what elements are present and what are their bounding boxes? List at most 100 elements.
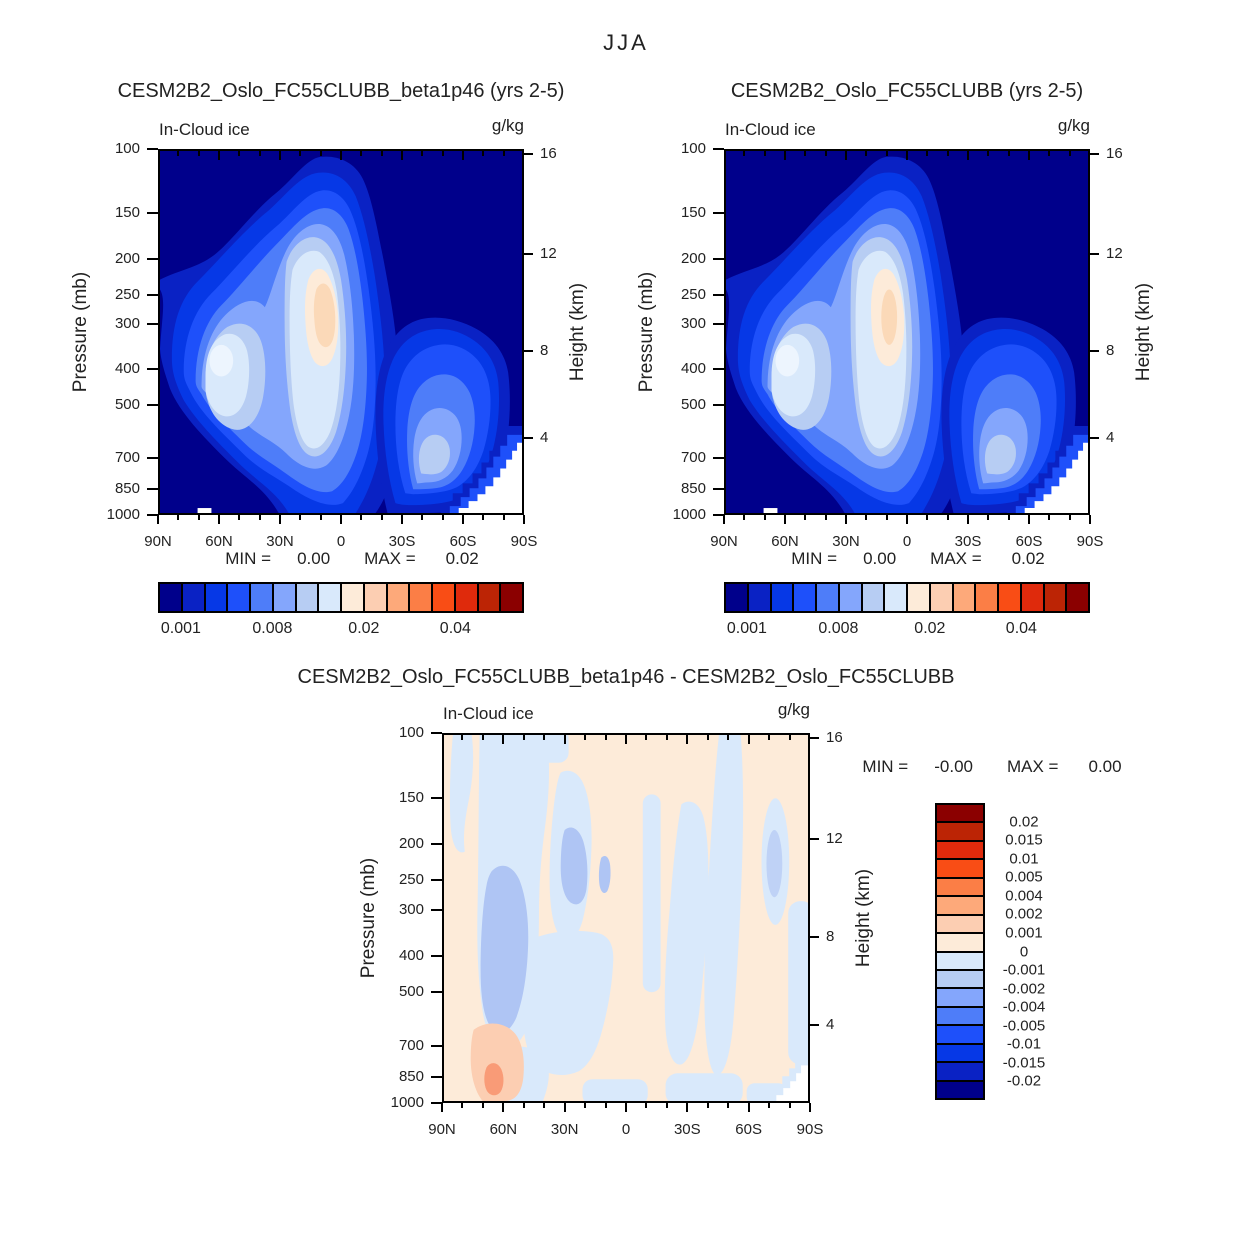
lat-bottom-tick xyxy=(197,515,200,520)
colorbar-tick-label: 0.005 xyxy=(1005,868,1043,886)
units-label-top-left: g/kg xyxy=(491,116,524,135)
pressure-tick xyxy=(713,293,724,296)
max-label: MAX = xyxy=(364,549,416,568)
pressure-tick-label: 250 xyxy=(680,285,706,303)
pressure-tick xyxy=(713,403,724,406)
lat-bottom-tick xyxy=(987,515,990,520)
max-label: MAX = xyxy=(930,549,982,568)
colorbar-cell xyxy=(228,584,251,611)
colorbar-horizontal xyxy=(158,582,524,613)
pressure-axis-label-top-right: Pressure (mb) xyxy=(636,271,657,393)
units-label-top-right: g/kg xyxy=(1057,116,1090,135)
stats-difference: MIN = -0.00 MAX = 0.00 xyxy=(862,757,1121,777)
height-tick-label: 16 xyxy=(1106,144,1123,162)
colorbar-vertical xyxy=(935,803,985,1100)
field-label-difference: In-Cloud ice xyxy=(443,704,534,723)
contour-art-top-left xyxy=(160,151,522,513)
pressure-tick xyxy=(147,148,158,150)
pressure-tick-label: 400 xyxy=(114,360,140,378)
lat-bottom-tick xyxy=(906,515,908,524)
max-value: 0.00 xyxy=(1088,757,1122,776)
colorbar-cell xyxy=(862,584,886,611)
colorbar-cell xyxy=(319,584,342,611)
pressure-tick xyxy=(713,258,724,261)
colorbar-tick-label: 0.001 xyxy=(726,620,767,637)
pressure-tick-label: 100 xyxy=(114,140,140,157)
pressure-tick-label: 1000 xyxy=(672,506,706,523)
colorbar-cell xyxy=(1021,584,1045,611)
colorbar-horizontal xyxy=(724,582,1090,613)
colorbar-cell xyxy=(1067,584,1088,611)
pressure-tick-label: 1000 xyxy=(106,506,140,523)
height-tick xyxy=(524,436,533,439)
pressure-tick xyxy=(431,732,442,734)
pressure-tick-label: 500 xyxy=(114,395,140,413)
colorbar-tick-label: 0.04 xyxy=(1005,620,1037,637)
colorbar-cell xyxy=(908,584,931,611)
lat-bottom-tick xyxy=(502,1103,505,1112)
colorbar-cell xyxy=(937,860,983,879)
lat-bottom-tick xyxy=(584,1103,587,1108)
pressure-tick xyxy=(147,514,158,516)
pressure-tick xyxy=(713,212,724,215)
lat-bottom-tick xyxy=(340,515,342,524)
lat-tick-label: 0 xyxy=(621,1121,631,1138)
colorbar-tick-label: 0 xyxy=(1019,943,1029,960)
lat-tick-label: 30N xyxy=(550,1121,579,1138)
pressure-tick xyxy=(431,1102,442,1104)
lat-bottom-tick xyxy=(926,515,929,520)
colorbar-cell xyxy=(410,584,433,611)
colorbar-tick-label: -0.01 xyxy=(1006,1035,1042,1053)
pressure-tick xyxy=(713,457,724,460)
height-tick xyxy=(524,253,533,256)
colorbar-tick-label: -0.004 xyxy=(1002,998,1046,1016)
season-title: JJA xyxy=(603,30,649,55)
min-value: 0.00 xyxy=(297,549,331,568)
lat-bottom-tick xyxy=(319,515,322,520)
lat-bottom-tick xyxy=(845,515,847,524)
colorbar-cell xyxy=(160,584,183,611)
pressure-tick-label: 700 xyxy=(680,449,706,467)
colorbar-tick-label: -0.015 xyxy=(1002,1054,1046,1072)
lat-bottom-tick xyxy=(885,515,888,520)
colorbar-cell xyxy=(205,584,229,611)
min-label: MIN = xyxy=(225,549,272,568)
lat-bottom-tick xyxy=(543,1103,546,1108)
stats-top-left: MIN = 0.00 MAX = 0.02 xyxy=(225,549,479,569)
colorbar-cell xyxy=(937,970,983,990)
height-axis-label-top-right: Height (km) xyxy=(1133,282,1154,382)
colorbar-cell xyxy=(387,584,411,611)
lat-tick-label: 90N xyxy=(428,1121,456,1138)
pressure-tick-label: 400 xyxy=(680,360,706,378)
lat-bottom-tick xyxy=(865,515,868,520)
min-value: 0.00 xyxy=(863,549,897,568)
lat-bottom-tick xyxy=(604,1103,607,1108)
lat-bottom-tick xyxy=(645,1103,648,1108)
height-tick xyxy=(810,936,819,939)
height-tick-label: 16 xyxy=(540,144,557,162)
max-value: 0.02 xyxy=(445,549,479,568)
lat-bottom-tick xyxy=(706,1103,709,1108)
panel-title-top-left: CESM2B2_Oslo_FC55CLUBB_beta1p46 (yrs 2-5… xyxy=(117,80,565,102)
lat-bottom-tick xyxy=(380,515,383,520)
lat-bottom-tick xyxy=(218,515,220,524)
pressure-tick-label: 500 xyxy=(680,395,706,413)
colorbar-tick-label: 0.001 xyxy=(1005,924,1043,942)
pressure-tick xyxy=(147,258,158,261)
colorbar-cell xyxy=(976,584,999,611)
colorbar-tick-label: 0.008 xyxy=(252,620,293,637)
pressure-tick-label: 1000 xyxy=(390,1094,424,1111)
colorbar-cell xyxy=(953,584,977,611)
colorbar-cell xyxy=(433,584,456,611)
lat-tick-label: 60S xyxy=(735,1121,762,1138)
colorbar-cell xyxy=(839,584,863,611)
lat-bottom-tick xyxy=(686,1103,689,1112)
colorbar-cell xyxy=(937,915,983,935)
height-axis-label-top-left: Height (km) xyxy=(567,282,588,382)
colorbar-tick-label: -0.001 xyxy=(1002,961,1046,979)
pressure-tick xyxy=(431,1044,442,1047)
pressure-tick xyxy=(431,879,442,882)
height-tick xyxy=(810,838,819,841)
lat-bottom-tick xyxy=(763,515,766,520)
pressure-tick-label: 700 xyxy=(398,1036,424,1054)
